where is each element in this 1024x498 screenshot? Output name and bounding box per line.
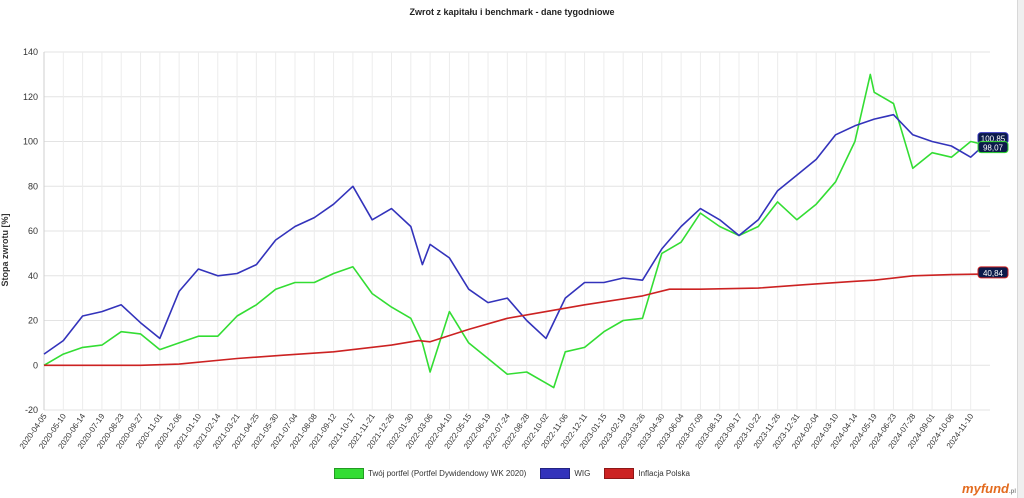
legend-swatch (604, 468, 635, 479)
end-value-label: 98,07 (977, 141, 1009, 154)
legend-label: Inflacja Polska (638, 469, 690, 478)
end-value-label: 40,84 (977, 266, 1009, 279)
y-tick-label: 80 (28, 181, 38, 191)
grid-layer (43, 51, 990, 411)
y-tick-label: 120 (23, 92, 38, 102)
y-tick-label: -20 (25, 405, 38, 415)
series-layer (43, 73, 991, 389)
legend-item[interactable]: WIG (540, 468, 590, 479)
y-axis-label: Stopa zwrotu [%] (0, 214, 10, 287)
y-tick-label: 40 (28, 271, 38, 281)
x-axis: 2020-04-052020-05-102020-06-142020-07-19… (18, 412, 976, 451)
y-tick-label: 140 (23, 47, 38, 57)
y-tick-label: 60 (28, 226, 38, 236)
legend-swatch (540, 468, 571, 479)
scrollbar[interactable] (1017, 0, 1024, 498)
legend-item[interactable]: Inflacja Polska (604, 468, 690, 479)
end-label-box (977, 141, 1009, 154)
end-label-text: 100,85 (981, 135, 1006, 144)
y-tick-label: 20 (28, 316, 38, 326)
series-line-1 (43, 113, 991, 355)
legend-swatch (334, 468, 365, 479)
legend-label: WIG (574, 469, 591, 478)
y-tick-label: 100 (23, 137, 38, 147)
myfund-logo: myfund.pl (962, 481, 1016, 496)
legend-item[interactable]: Twój portfel (Portfel Dywidendowy WK 202… (334, 468, 526, 479)
end-label-text: 40,84 (983, 269, 1004, 278)
end-label-box (977, 266, 1009, 279)
series-line-0 (43, 73, 991, 389)
end-label-text: 98,07 (983, 144, 1004, 153)
y-axis: 140 120 100 80 60 40 20 0 -20 (23, 47, 38, 415)
legend: Twój portfel (Portfel Dywidendowy WK 202… (0, 468, 1024, 479)
y-tick-label: 0 (33, 360, 38, 370)
legend-label: Twój portfel (Portfel Dywidendowy WK 202… (368, 469, 527, 478)
series-line-2 (44, 273, 991, 367)
chart-title: Zwrot z kapitału i benchmark - dane tygo… (409, 7, 615, 17)
